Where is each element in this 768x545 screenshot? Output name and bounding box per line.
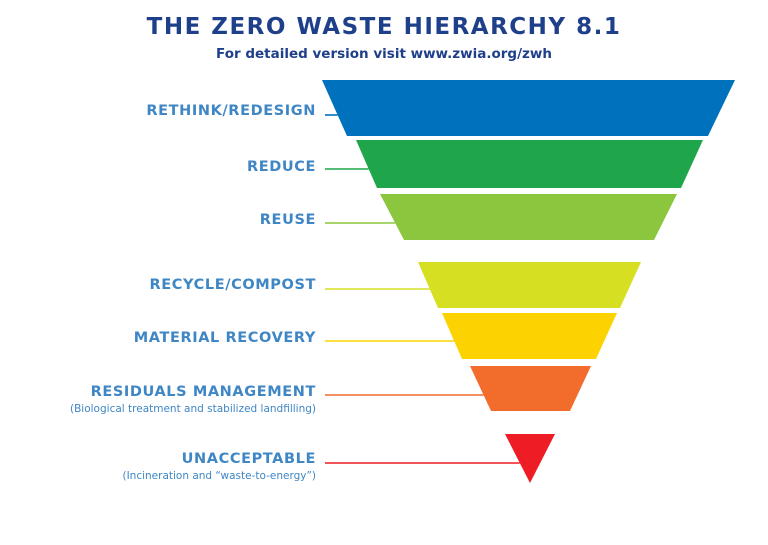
level-7-sublabel: (Incineration and “waste-to-energy”) [122, 470, 316, 482]
diagram-subtitle: For detailed version visit www.zwia.org/… [216, 46, 552, 62]
level-1-band [322, 80, 735, 136]
diagram-title: THE ZERO WASTE HIERARCHY 8.1 [146, 14, 622, 40]
level-3-band [380, 194, 677, 240]
level-3-label: REUSE [260, 212, 316, 228]
level-6-label: RESIDUALS MANAGEMENT [91, 384, 316, 400]
level-7-band [505, 434, 555, 483]
level-1-label: RETHINK/REDESIGN [146, 103, 316, 119]
level-5-band [442, 313, 617, 359]
level-6-band [470, 366, 591, 411]
level-2-label: REDUCE [247, 159, 316, 175]
level-4-band [418, 262, 641, 308]
level-2-band [356, 140, 703, 188]
level-7-label: UNACCEPTABLE [182, 451, 316, 467]
level-5-label: MATERIAL RECOVERY [134, 330, 316, 346]
level-6-sublabel: (Biological treatment and stabilized lan… [70, 403, 316, 415]
level-4-label: RECYCLE/COMPOST [150, 277, 316, 293]
